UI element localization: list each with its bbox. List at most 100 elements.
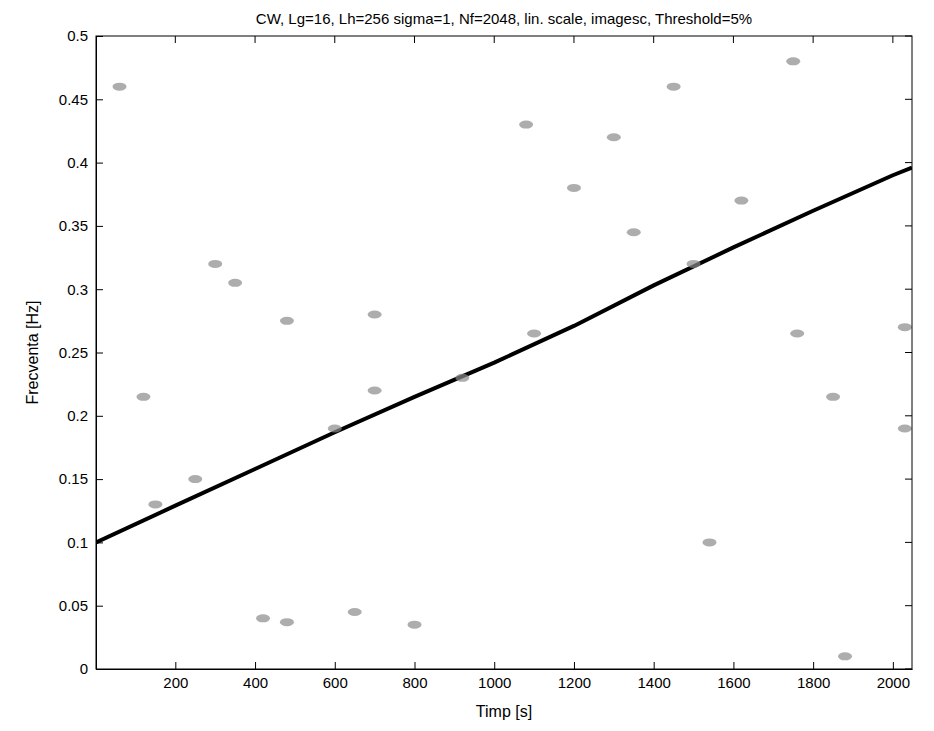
- tick: 1200: [558, 662, 591, 691]
- tick-mark: [574, 662, 575, 669]
- tick-mark: [905, 352, 912, 353]
- interference-spot: [188, 475, 202, 483]
- tick-label: 0.4: [67, 154, 88, 171]
- x-axis-title: Timp [s]: [476, 703, 532, 720]
- tick: 0.3: [67, 281, 103, 298]
- tick-mark: [905, 289, 912, 290]
- tick-mark: [733, 662, 734, 669]
- tick: 1600: [717, 662, 750, 691]
- tick-mark: [813, 662, 814, 669]
- interference-spot: [898, 323, 912, 331]
- tick-label: 0.05: [59, 597, 88, 614]
- tick: 600: [323, 662, 348, 691]
- interference-spot: [408, 621, 422, 629]
- tick: 0.2: [67, 407, 103, 424]
- tick-mark: [813, 36, 814, 43]
- ridge-line: [96, 168, 912, 543]
- tick-mark: [96, 163, 103, 164]
- tick-mark: [494, 36, 495, 43]
- tick: 0.1: [67, 534, 103, 551]
- tick-mark: [892, 36, 893, 43]
- data-layer: [96, 57, 912, 660]
- tick-label: 1600: [717, 674, 750, 691]
- tick: 1800: [797, 662, 830, 691]
- tick-label: 0.5: [67, 27, 88, 44]
- interference-spot: [228, 279, 242, 287]
- chart: 200 400 600 800 1000 1200 1400 1600 1800 2000 0 0.0…: [0, 0, 934, 731]
- interference-spot: [527, 330, 541, 338]
- tick-label: 0.15: [59, 470, 88, 487]
- tick-mark: [573, 36, 574, 43]
- interference-spot: [734, 197, 748, 205]
- tick-mark: [96, 542, 103, 543]
- tick-label: 0.3: [67, 281, 88, 298]
- tick-mark: [893, 662, 894, 669]
- tick: 400: [243, 662, 268, 691]
- interference-spot: [702, 538, 716, 546]
- tick-mark: [96, 289, 103, 290]
- tick-mark: [96, 479, 103, 480]
- tick-mark: [255, 662, 256, 669]
- tick-label: 0.1: [67, 534, 88, 551]
- tick-mark: [96, 99, 103, 100]
- tick-mark: [96, 606, 103, 607]
- interference-spot: [790, 330, 804, 338]
- tick-mark: [733, 36, 734, 43]
- tick-mark: [905, 415, 912, 416]
- interference-spot: [280, 618, 294, 626]
- interference-spot: [519, 121, 533, 129]
- tick-label: 600: [323, 674, 348, 691]
- tick-mark: [335, 662, 336, 669]
- interference-spot: [328, 424, 342, 432]
- interference-spot: [898, 424, 912, 432]
- tick-label: 0.25: [59, 344, 88, 361]
- plot-frame: [96, 36, 912, 669]
- tick-label: 1000: [478, 674, 511, 691]
- interference-spot: [455, 374, 469, 382]
- tick: 200: [163, 662, 188, 691]
- tick-mark: [96, 353, 103, 354]
- tick-label: 1800: [797, 674, 830, 691]
- y-axis-title: Frecventa [Hz]: [24, 300, 41, 404]
- tick-mark: [175, 662, 176, 669]
- plot: 200 400 600 800 1000 1200 1400 1600 1800 2000 0 0.0…: [59, 27, 913, 690]
- interference-spot: [280, 317, 294, 325]
- tick-mark: [415, 662, 416, 669]
- tick-label: 2000: [877, 674, 910, 691]
- x-axis: 200 400 600 800 1000 1200 1400 1600 1800 2000: [97, 662, 913, 691]
- tick-label: 0: [80, 660, 88, 677]
- tick-mark: [653, 36, 654, 43]
- tick-label: 800: [402, 674, 427, 691]
- tick-mark: [905, 605, 912, 606]
- interference-spot: [786, 57, 800, 65]
- interference-spot: [348, 608, 362, 616]
- interference-spot: [627, 228, 641, 236]
- interference-spot: [368, 386, 382, 394]
- tick-mark: [96, 226, 103, 227]
- tick-mark: [414, 36, 415, 43]
- tick-label: 0.2: [67, 407, 88, 424]
- tick-mark: [905, 162, 912, 163]
- tick-mark: [494, 662, 495, 669]
- interference-spot: [136, 393, 150, 401]
- tick-mark: [654, 662, 655, 669]
- tick-label: 1400: [637, 674, 670, 691]
- interference-spot: [838, 652, 852, 660]
- interference-spot: [567, 184, 581, 192]
- tick-label: 1200: [558, 674, 591, 691]
- tick: 0.4: [67, 154, 103, 171]
- tick: 800: [402, 662, 427, 691]
- interference-spot: [368, 311, 382, 319]
- tick-label: 200: [163, 674, 188, 691]
- tick-label: 400: [243, 674, 268, 691]
- tick-mark: [905, 479, 912, 480]
- tick: 1400: [637, 662, 670, 691]
- interference-spot: [687, 260, 701, 268]
- tick-mark: [96, 416, 103, 417]
- interference-spot: [113, 83, 127, 91]
- interference-spot: [256, 614, 270, 622]
- tick: 2000: [877, 662, 910, 691]
- tick-label: 0.45: [59, 91, 88, 108]
- title: CW, Lg=16, Lh=256 sigma=1, Nf=2048, lin.…: [256, 10, 752, 27]
- interference-spot: [607, 133, 621, 141]
